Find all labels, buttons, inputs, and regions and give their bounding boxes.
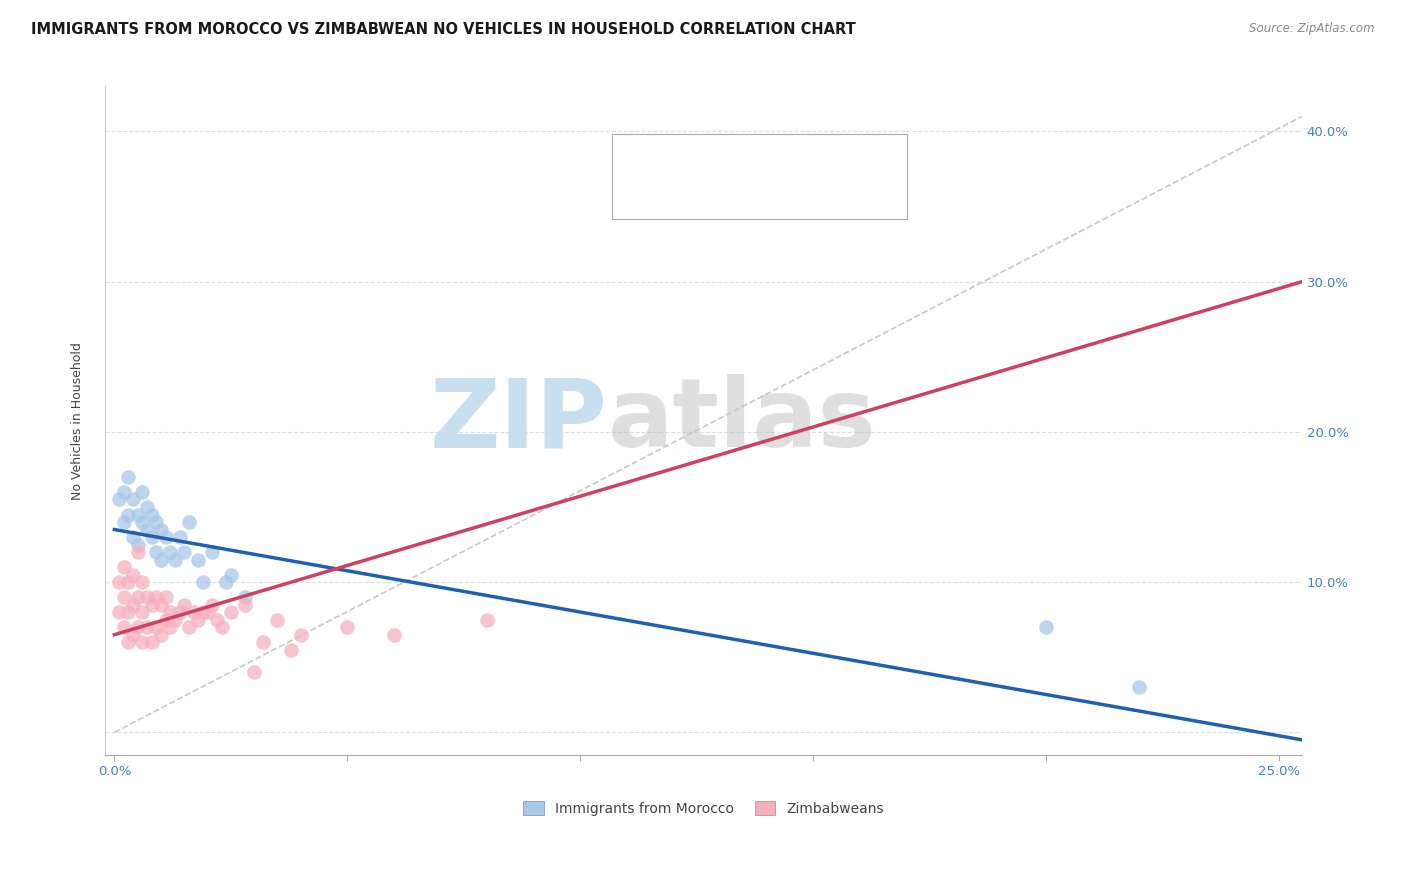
- Point: [219, 567, 242, 582]
- Point: [122, 530, 145, 544]
- Point: [131, 485, 153, 500]
- Point: [141, 598, 163, 612]
- Point: [215, 575, 238, 590]
- Point: [211, 620, 233, 634]
- Point: [177, 620, 200, 634]
- Point: [475, 613, 498, 627]
- Point: [252, 635, 274, 649]
- Point: [136, 590, 159, 604]
- Point: [155, 613, 177, 627]
- Point: [117, 605, 139, 619]
- Point: [108, 605, 131, 619]
- Point: [159, 620, 181, 634]
- Point: [145, 545, 167, 559]
- Point: [127, 545, 149, 559]
- Point: [266, 613, 288, 627]
- Point: [108, 492, 131, 507]
- Point: [117, 575, 139, 590]
- Point: [127, 620, 149, 634]
- Point: [149, 598, 172, 612]
- Point: [159, 545, 181, 559]
- Point: [131, 575, 153, 590]
- Text: R = -0.453  N = 33: R = -0.453 N = 33: [669, 156, 820, 170]
- Point: [233, 598, 256, 612]
- Point: [117, 508, 139, 522]
- Point: [177, 515, 200, 529]
- Point: [127, 508, 149, 522]
- Point: [131, 635, 153, 649]
- Point: [336, 620, 359, 634]
- Point: [131, 515, 153, 529]
- Point: [382, 628, 405, 642]
- Point: [112, 560, 135, 574]
- Point: [136, 620, 159, 634]
- Point: [169, 530, 191, 544]
- Point: [191, 575, 214, 590]
- Point: [149, 628, 172, 642]
- Point: [191, 605, 214, 619]
- Text: Source: ZipAtlas.com: Source: ZipAtlas.com: [1250, 22, 1375, 36]
- Point: [169, 605, 191, 619]
- Point: [112, 515, 135, 529]
- Point: [187, 552, 209, 566]
- Point: [280, 642, 302, 657]
- Point: [131, 605, 153, 619]
- Point: [155, 530, 177, 544]
- Point: [122, 492, 145, 507]
- Point: [149, 523, 172, 537]
- Point: [173, 598, 195, 612]
- Point: [122, 598, 145, 612]
- Y-axis label: No Vehicles in Household: No Vehicles in Household: [72, 342, 84, 500]
- Point: [117, 470, 139, 484]
- Point: [141, 508, 163, 522]
- Point: [136, 500, 159, 514]
- Point: [290, 628, 312, 642]
- Point: [117, 635, 139, 649]
- Point: [136, 523, 159, 537]
- Point: [112, 485, 135, 500]
- Point: [1035, 620, 1057, 634]
- Point: [122, 628, 145, 642]
- Point: [127, 590, 149, 604]
- Point: [145, 620, 167, 634]
- Text: IMMIGRANTS FROM MOROCCO VS ZIMBABWEAN NO VEHICLES IN HOUSEHOLD CORRELATION CHART: IMMIGRANTS FROM MOROCCO VS ZIMBABWEAN NO…: [31, 22, 856, 37]
- Point: [112, 620, 135, 634]
- Point: [187, 613, 209, 627]
- Point: [108, 575, 131, 590]
- Legend: Immigrants from Morocco, Zimbabweans: Immigrants from Morocco, Zimbabweans: [517, 796, 890, 822]
- Point: [149, 552, 172, 566]
- Point: [112, 590, 135, 604]
- Point: [145, 515, 167, 529]
- Point: [233, 590, 256, 604]
- Point: [183, 605, 205, 619]
- Point: [122, 567, 145, 582]
- Point: [243, 665, 266, 680]
- Point: [1128, 680, 1150, 694]
- Text: R =  0.495  N = 50: R = 0.495 N = 50: [669, 187, 820, 202]
- Point: [197, 605, 219, 619]
- Point: [141, 530, 163, 544]
- Point: [163, 613, 186, 627]
- Point: [205, 613, 228, 627]
- Point: [173, 545, 195, 559]
- Point: [145, 590, 167, 604]
- Point: [155, 590, 177, 604]
- Point: [141, 635, 163, 649]
- Text: atlas: atlas: [607, 374, 876, 467]
- Point: [201, 598, 224, 612]
- Point: [219, 605, 242, 619]
- Point: [159, 605, 181, 619]
- Point: [201, 545, 224, 559]
- Text: ZIP: ZIP: [430, 374, 607, 467]
- Point: [127, 537, 149, 551]
- Point: [163, 552, 186, 566]
